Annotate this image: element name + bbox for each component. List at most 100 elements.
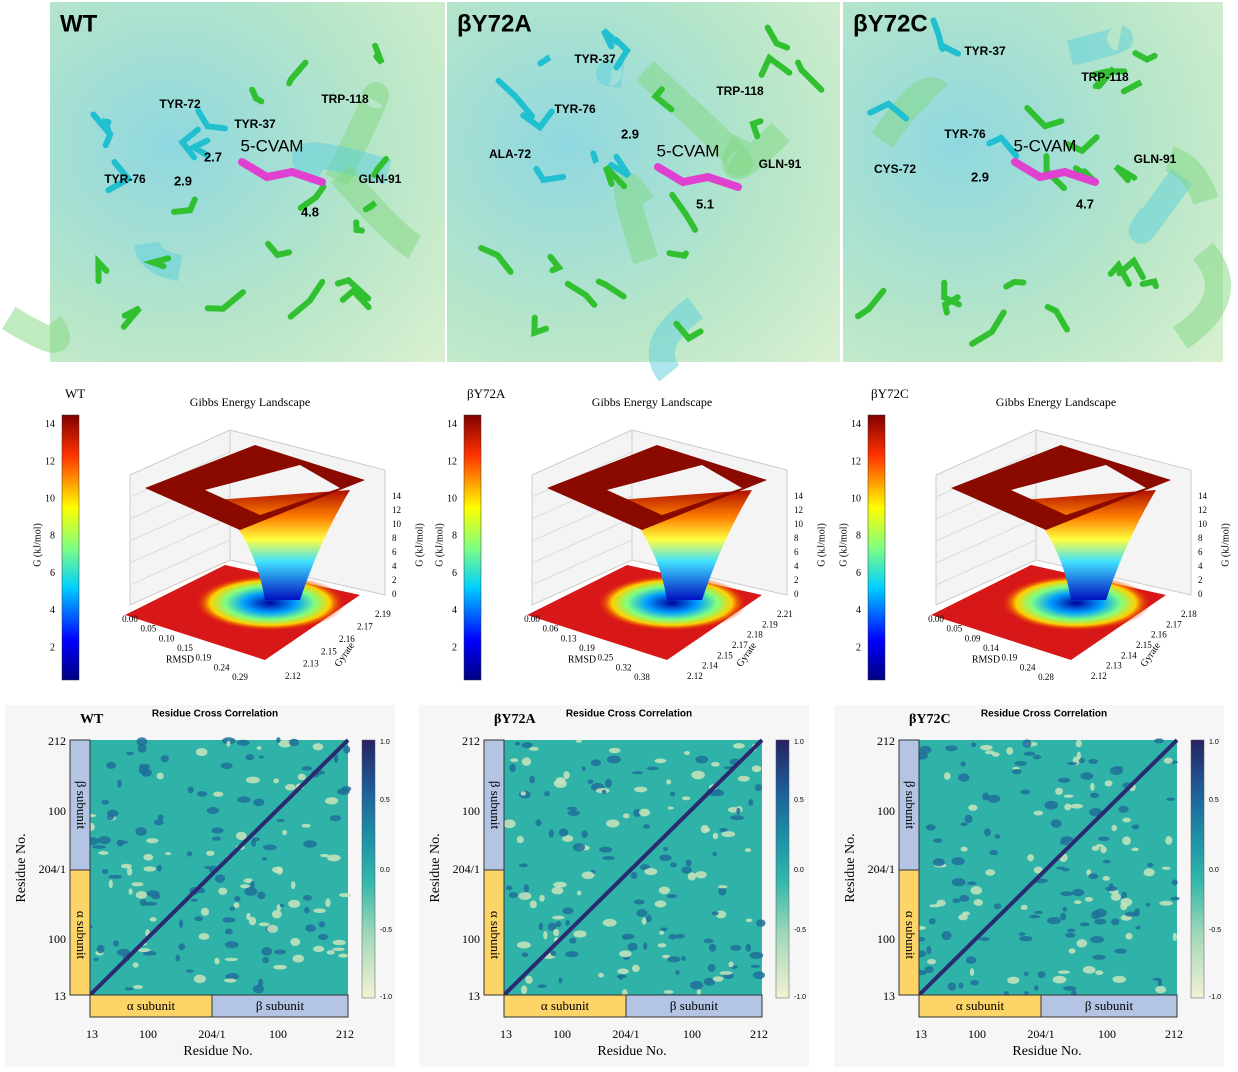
x-tick: 0.09 — [965, 633, 981, 643]
heatmap-patch — [539, 894, 545, 902]
heatmap-patch — [617, 968, 629, 975]
subunit-label: β subunit — [670, 998, 719, 1013]
heatmap-patch — [685, 859, 692, 867]
subunit-label: α subunit — [541, 998, 590, 1013]
heatmap-patch — [1121, 891, 1128, 900]
residue-label: TYR-72 — [159, 97, 201, 111]
heatmap-patch — [711, 761, 720, 767]
heatmap-patch — [959, 894, 970, 902]
heatmap-patch — [297, 773, 306, 781]
heatmap-patch — [926, 945, 932, 955]
heatmap-patch — [290, 937, 301, 947]
stick — [249, 86, 265, 105]
x-tick: 13 — [500, 1027, 512, 1041]
stick — [531, 314, 549, 338]
colorbar-tick: 0.5 — [794, 797, 804, 804]
heatmap-patch — [984, 750, 995, 755]
colorbar-tick: 10 — [45, 493, 55, 504]
stick — [930, 17, 945, 51]
heatmap-patch — [1082, 966, 1096, 974]
heatmap-patch — [616, 974, 627, 979]
heatmap-patch — [1112, 975, 1127, 983]
stick — [142, 255, 172, 270]
heatmap-patch — [581, 830, 588, 839]
heatmap-patch — [1032, 754, 1042, 760]
heatmap-patch — [1120, 897, 1133, 907]
stick — [495, 77, 535, 120]
heatmap-patch — [970, 886, 983, 895]
heatmap-patch — [190, 898, 198, 902]
subunit-bar — [898, 869, 920, 996]
ligand-label: 5-CVAM — [241, 136, 304, 155]
heatmap-patch — [165, 852, 172, 856]
colorbar-tick: -1.0 — [794, 994, 806, 1001]
colorbar-tick: 2 — [50, 642, 55, 653]
stick — [520, 108, 555, 132]
z-tick: 12 — [794, 505, 803, 515]
heatmap-patch — [151, 893, 161, 900]
helix — [614, 173, 659, 265]
heatmap-patch — [745, 943, 752, 952]
x-tick: 0.24 — [1020, 662, 1036, 672]
heatmap-patch — [947, 982, 957, 991]
heatmap-patch — [1006, 747, 1014, 755]
heatmap-patch — [1024, 991, 1029, 995]
heatmap-patch — [304, 907, 310, 914]
heatmap-patch — [601, 789, 607, 795]
heatmap-patch — [1122, 817, 1131, 823]
structure-image — [843, 2, 1223, 362]
heatmap-patch — [187, 786, 194, 794]
x-tick: 204/1 — [1027, 1027, 1054, 1041]
subunit-label: β subunit — [256, 998, 305, 1013]
subunit-label: α subunit — [488, 911, 503, 960]
heatmap-patch — [116, 840, 128, 844]
heatmap-patch — [1114, 948, 1127, 954]
heatmap-patch — [117, 779, 122, 788]
stick — [1139, 278, 1159, 290]
heatmap-patch — [960, 822, 968, 826]
colorbar-tick: -1.0 — [1209, 994, 1221, 1001]
heatmap-patch — [756, 919, 766, 927]
subunit-label: β subunit — [1085, 998, 1134, 1013]
heatmap-patch — [318, 933, 329, 941]
heatmap-patch — [1022, 739, 1032, 748]
heatmap-patch — [206, 850, 215, 856]
x-tick: 0.24 — [214, 662, 230, 672]
heatmap-patch — [547, 922, 557, 931]
subunit-label: α subunit — [903, 911, 918, 960]
map-title: Residue Cross Correlation — [566, 709, 692, 720]
heatmap-patch — [521, 952, 529, 958]
heatmap-patch — [258, 755, 264, 759]
heatmap-patch — [240, 884, 250, 889]
colorbar-tick: 8 — [856, 531, 861, 542]
x-tick: 0.14 — [983, 643, 999, 653]
heatmap-patch — [1023, 971, 1029, 976]
plateau — [547, 445, 767, 530]
map-title: Residue Cross Correlation — [152, 709, 278, 720]
heatmap-patch — [1050, 819, 1062, 828]
colorbar-tick: 2 — [452, 642, 457, 653]
stick — [265, 240, 293, 259]
heatmap-patch — [1019, 935, 1033, 942]
stick — [1065, 134, 1100, 155]
colorbar-tick: 14 — [45, 419, 55, 430]
heatmap-patch — [508, 891, 518, 898]
heatmap-patch — [973, 899, 983, 906]
heatmap-patch — [302, 895, 312, 901]
ligand — [654, 163, 742, 191]
heatmap-patch — [343, 745, 351, 754]
stick — [590, 150, 599, 166]
heatmap-patch — [252, 984, 265, 994]
heatmap-patch — [257, 891, 266, 900]
heatmap-patch — [958, 914, 968, 921]
heatmap-patch — [236, 739, 250, 746]
heatmap-patch — [928, 918, 936, 925]
z-tick: 4 — [794, 561, 799, 571]
heatmap-patch — [715, 910, 727, 919]
x-label: Residue No. — [597, 1044, 666, 1059]
landscape-title: Gibbs Energy Landscape — [996, 395, 1116, 409]
heatmap-patch — [1007, 976, 1020, 984]
panel-label: WT — [60, 10, 98, 37]
heatmap-patch — [523, 884, 529, 893]
heatmap-patch — [521, 985, 528, 995]
